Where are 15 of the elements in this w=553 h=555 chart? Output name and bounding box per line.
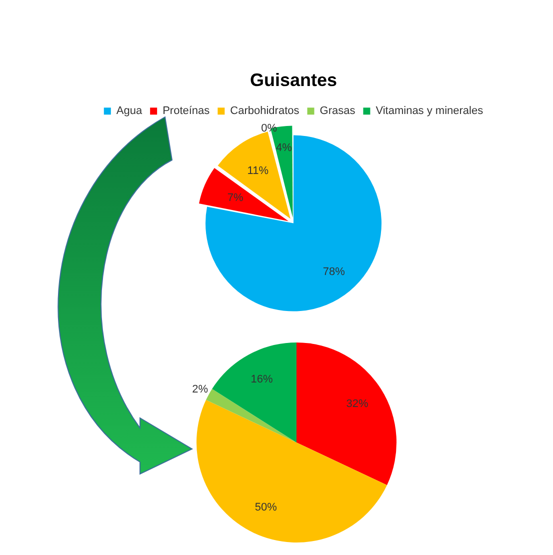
legend-label: Agua <box>116 105 143 118</box>
data-label: 7% <box>227 192 244 204</box>
legend-label: Grasas <box>320 105 356 118</box>
data-label: 4% <box>276 142 292 154</box>
legend-label: Proteínas <box>162 105 210 118</box>
data-label: 32% <box>346 398 369 410</box>
text: 0% <box>261 122 278 134</box>
legend-label: Vitaminas y minerales <box>376 105 484 118</box>
data-label: 78% <box>322 266 346 278</box>
data-label: 16% <box>250 373 274 386</box>
data-label: 11% <box>247 164 269 177</box>
chart-title: Guisantes <box>250 70 338 90</box>
legend-label: Carbohidratos <box>230 105 300 118</box>
data-label: 50% <box>254 502 278 514</box>
data-label: 2% <box>192 384 208 396</box>
